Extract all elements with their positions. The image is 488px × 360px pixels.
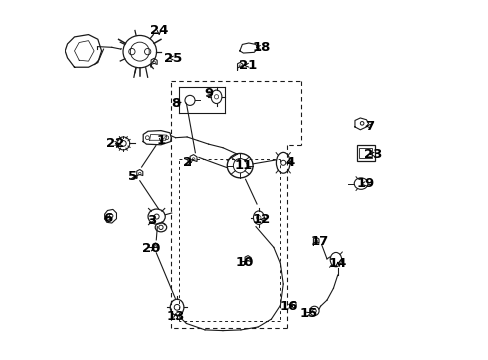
- Text: 24: 24: [150, 24, 168, 37]
- Text: 22: 22: [106, 137, 124, 150]
- Text: 2: 2: [182, 156, 191, 169]
- Text: 1: 1: [157, 134, 165, 147]
- Text: 9: 9: [203, 87, 213, 100]
- Text: 17: 17: [310, 235, 328, 248]
- Text: 25: 25: [164, 51, 182, 64]
- Text: 3: 3: [146, 215, 156, 228]
- Text: 19: 19: [356, 177, 374, 190]
- Text: 13: 13: [166, 310, 184, 324]
- Text: 10: 10: [235, 256, 253, 269]
- Text: 15: 15: [299, 307, 318, 320]
- Text: 12: 12: [252, 213, 270, 226]
- Text: 21: 21: [239, 59, 257, 72]
- Text: 23: 23: [364, 148, 382, 161]
- Text: 6: 6: [102, 212, 112, 225]
- Text: 8: 8: [171, 98, 180, 111]
- Text: 4: 4: [285, 156, 294, 169]
- Text: 14: 14: [328, 257, 346, 270]
- Bar: [359, 148, 371, 158]
- Bar: [356, 145, 374, 161]
- Text: 20: 20: [142, 242, 160, 255]
- Text: 18: 18: [252, 41, 270, 54]
- Text: 7: 7: [364, 120, 373, 133]
- Text: 5: 5: [128, 170, 137, 183]
- Text: 11: 11: [234, 159, 252, 172]
- Text: 16: 16: [279, 300, 297, 313]
